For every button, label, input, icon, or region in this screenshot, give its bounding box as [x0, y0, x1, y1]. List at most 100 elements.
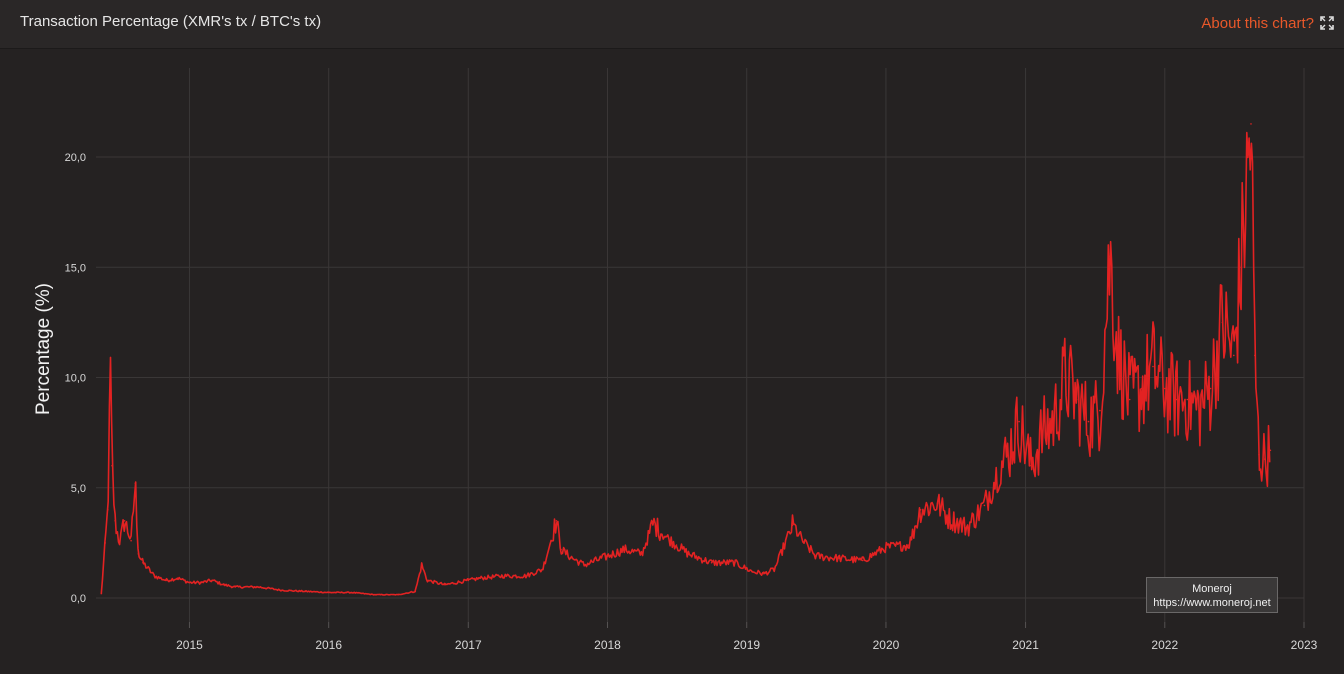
data-point [304, 590, 307, 593]
x-tick-labels: 2015 2016 2017 2018 2019 2020 2021 2022 2023 [176, 638, 1318, 652]
data-point [861, 559, 864, 562]
y-tick-label: 10,0 [65, 373, 86, 385]
x-tick-label: 2016 [315, 638, 342, 652]
data-point [211, 579, 213, 582]
data-point [137, 553, 140, 555]
data-point [919, 509, 922, 511]
data-point [374, 593, 376, 596]
x-tick-label: 2015 [176, 638, 203, 652]
data-point [1075, 398, 1078, 401]
data-point [1087, 420, 1090, 423]
data-point [1064, 376, 1066, 379]
data-point [936, 502, 939, 505]
data-point [130, 539, 132, 542]
data-point [479, 577, 481, 579]
data-point [1175, 398, 1178, 401]
x-tick-label: 2020 [873, 638, 900, 652]
data-point [763, 572, 765, 575]
x-tick-label: 2019 [733, 638, 760, 652]
data-point [710, 561, 713, 564]
data-point [104, 542, 106, 544]
data-point [1041, 431, 1044, 434]
data-point [176, 577, 179, 579]
data-point [1233, 354, 1235, 357]
data-point [100, 592, 103, 595]
data-point [1186, 398, 1189, 401]
data-point [420, 564, 423, 566]
data-point [838, 557, 841, 560]
data-point [525, 575, 527, 577]
data-point [1006, 453, 1009, 456]
data-point [1254, 354, 1256, 357]
data-point [257, 586, 260, 588]
data-point [641, 553, 643, 555]
data-point [426, 579, 428, 582]
data-point [397, 593, 399, 596]
data-point [1030, 464, 1032, 467]
data-point [107, 509, 109, 511]
data-point [1109, 255, 1111, 257]
series-group [100, 123, 1272, 596]
data-point [803, 542, 806, 544]
data-point [327, 591, 330, 594]
data-point [350, 591, 353, 594]
x-tick-label: 2017 [455, 638, 482, 652]
data-point [560, 548, 562, 551]
data-point [995, 475, 997, 478]
chart-title: Transaction Percentage (XMR's tx / BTC's… [20, 13, 322, 30]
data-point [153, 575, 156, 577]
data-point [966, 526, 968, 529]
data-point [223, 584, 225, 586]
data-point [111, 464, 113, 467]
data-point [467, 579, 470, 582]
data-point [1140, 387, 1143, 390]
data-point [1240, 266, 1242, 269]
data-point [885, 546, 887, 549]
data-point [1198, 409, 1200, 412]
data-point [234, 586, 236, 588]
data-point [1099, 409, 1101, 412]
data-point [1128, 398, 1131, 401]
data-point [1164, 387, 1166, 390]
watermark-box: Moneroj https://www.moneroj.net [1146, 577, 1278, 613]
watermark-url: https://www.moneroj.net [1153, 597, 1271, 609]
data-point [165, 579, 167, 582]
data-point [815, 555, 817, 557]
data-point [1221, 321, 1224, 324]
data-point [1209, 387, 1212, 390]
data-point [791, 524, 794, 526]
data-point [444, 584, 446, 586]
data-point [501, 575, 504, 577]
expand-icon[interactable] [1320, 16, 1334, 30]
data-point [751, 570, 753, 573]
data-point [281, 589, 283, 592]
data-point [773, 568, 776, 571]
data-point [675, 544, 678, 546]
data-point [114, 520, 116, 522]
data-point [664, 535, 666, 538]
data-point [606, 555, 609, 557]
y-tick-label: 20,0 [65, 152, 86, 164]
data-point [123, 520, 126, 522]
data-point [1258, 453, 1260, 456]
x-gridlines [188, 68, 1305, 628]
y-tick-labels: 0,0 5,0 10,0 15,0 20,0 [65, 152, 86, 605]
data-point [188, 581, 191, 584]
data-point [1152, 365, 1154, 368]
data-point [142, 561, 144, 564]
data-point [109, 376, 112, 379]
data-point [652, 522, 655, 524]
about-chart-link[interactable]: About this chart? [1201, 15, 1314, 32]
data-point [948, 517, 951, 520]
data-point [1250, 123, 1252, 125]
y-tick-label: 15,0 [65, 262, 86, 274]
y-tick-label: 0,0 [71, 593, 86, 605]
x-tick-label: 2022 [1151, 638, 1178, 652]
data-point [541, 568, 544, 571]
y-gridlines [96, 156, 1304, 599]
data-point [414, 590, 417, 593]
data-point [118, 542, 121, 544]
x-tick-label: 2021 [1012, 638, 1039, 652]
data-point [734, 561, 736, 564]
